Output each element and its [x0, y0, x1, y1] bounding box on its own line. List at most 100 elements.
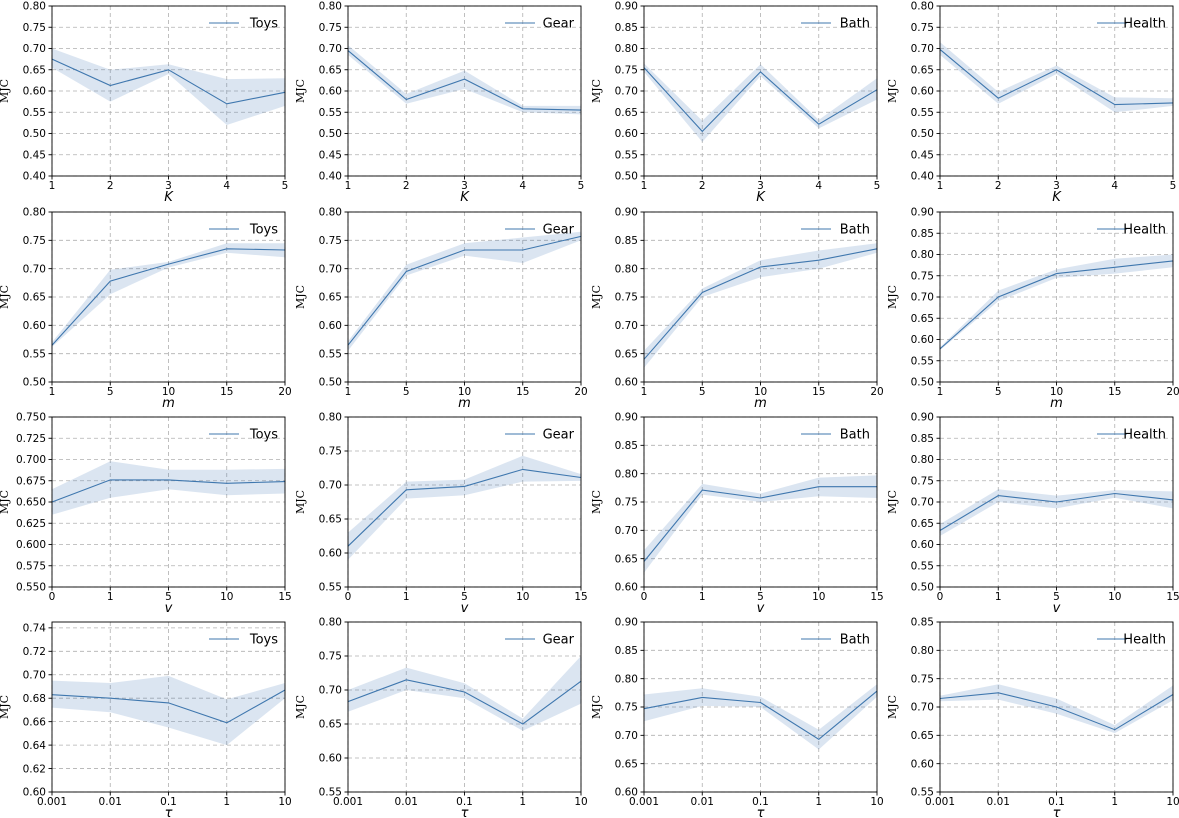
x-axis-label: v — [757, 601, 765, 616]
y-tick-label: 0.70 — [911, 497, 934, 509]
legend-label: Toys — [249, 633, 278, 648]
x-tick-label: 0.1 — [456, 796, 473, 808]
y-tick-label: 0.68 — [23, 693, 46, 705]
y-tick-label: 0.50 — [23, 377, 46, 389]
confidence-band — [348, 231, 581, 351]
y-tick-label: 0.75 — [615, 64, 638, 76]
y-tick-label: 0.65 — [319, 514, 342, 526]
y-tick-label: 0.90 — [615, 412, 638, 424]
y-tick-label: 0.85 — [911, 433, 934, 445]
y-tick-label: 0.75 — [615, 292, 638, 304]
subplot-bath-m: 1 5 10 15 200.600.650.700.750.800.850.90mMJC… — [590, 207, 884, 411]
y-axis-label: MJC — [0, 490, 11, 514]
series-line — [51, 58, 286, 105]
y-axis-label: MJC — [294, 285, 307, 309]
y-tick-label: 0.60 — [23, 86, 46, 98]
y-tick-label: 0.65 — [911, 313, 934, 325]
x-tick-label: 2 — [699, 180, 706, 192]
x-tick-label: 0 — [49, 591, 56, 603]
y-tick-label: 0.60 — [911, 334, 934, 346]
x-tick-label: 0.1 — [160, 796, 177, 808]
confidence-band — [52, 675, 285, 746]
y-tick-label: 0.55 — [911, 355, 934, 367]
subplot-toys-v: 0 1 5 10 150.5500.5750.6000.6250.6500.6750.7… — [0, 412, 292, 616]
x-tick-label: 0.1 — [1048, 796, 1065, 808]
y-tick-label: 0.60 — [319, 548, 342, 560]
y-tick-label: 0.50 — [615, 171, 638, 183]
x-tick-label: 10 — [220, 591, 233, 603]
y-axis-label: MJC — [590, 695, 603, 719]
x-axis-label: K — [460, 190, 470, 205]
y-tick-label: 0.70 — [319, 43, 342, 55]
y-tick-label: 0.675 — [16, 475, 46, 487]
y-tick-label: 0.70 — [23, 43, 46, 55]
series-line — [347, 468, 582, 547]
x-tick-label: 5 — [107, 386, 114, 398]
x-tick-label: 3 — [1053, 180, 1060, 192]
legend-label: Health — [1123, 633, 1166, 648]
y-tick-label: 0.65 — [911, 64, 934, 76]
y-tick-label: 0.650 — [16, 497, 46, 509]
confidence-band — [940, 42, 1173, 113]
y-tick-label: 0.50 — [911, 128, 934, 140]
subplot-bath-τ: 0.001 0.01 0.1 1 10 0.60 0.65 0.70 0.75 0.80 0.85 0… — [590, 617, 884, 818]
y-tick-label: 0.75 — [911, 673, 934, 685]
series-line — [939, 492, 1174, 531]
series-line — [643, 67, 878, 133]
x-tick-label: 1 — [641, 180, 648, 192]
y-tick-label: 0.65 — [615, 348, 638, 360]
x-axis-label: v — [1053, 601, 1061, 616]
y-tick-label: 0.70 — [23, 263, 46, 275]
x-tick-label: 10 — [812, 591, 825, 603]
x-tick-label: 1 — [49, 180, 56, 192]
x-tick-label: 0.1 — [752, 796, 769, 808]
x-tick-label: 1 — [937, 180, 944, 192]
y-tick-label: 0.600 — [16, 539, 46, 551]
y-tick-label: 0.65 — [615, 758, 638, 770]
x-tick-label: 5 — [995, 386, 1002, 398]
legend-label: Toys — [249, 17, 278, 32]
y-tick-label: 0.80 — [319, 617, 342, 629]
y-tick-label: 0.60 — [319, 320, 342, 332]
x-tick-label: 20 — [1166, 386, 1179, 398]
y-tick-label: 0.65 — [319, 719, 342, 731]
y-axis-label: MJC — [294, 79, 307, 103]
x-tick-label: 4 — [1111, 180, 1118, 192]
y-tick-label: 0.80 — [615, 43, 638, 55]
y-axis-label: MJC — [590, 285, 603, 309]
x-tick-label: 10 — [870, 796, 883, 808]
y-tick-label: 0.85 — [615, 22, 638, 34]
legend-label: Bath — [840, 223, 870, 238]
legend-label: Gear — [543, 223, 575, 238]
subplot-gear-m: 1 5 10 15 200.500.550.600.650.700.750.80mMJC… — [294, 207, 588, 411]
legend-label: Bath — [840, 633, 870, 648]
x-tick-label: 0.01 — [691, 796, 714, 808]
x-tick-label: 15 — [220, 386, 233, 398]
x-tick-label: 5 — [282, 180, 289, 192]
x-tick-label: 10 — [162, 386, 175, 398]
legend-label: Toys — [249, 428, 278, 443]
confidence-band — [52, 48, 285, 125]
series-line — [51, 479, 286, 503]
y-tick-label: 0.50 — [319, 377, 342, 389]
y-tick-label: 0.60 — [911, 86, 934, 98]
y-tick-label: 0.55 — [911, 107, 934, 119]
y-tick-label: 0.40 — [911, 171, 934, 183]
y-tick-label: 0.75 — [319, 235, 342, 247]
y-tick-label: 0.80 — [319, 412, 342, 424]
subplot-gear-τ: 0.001 0.01 0.1 1 10 0.55 0.60 0.65 0.70 0.75 0.80 τ… — [294, 617, 588, 818]
y-tick-label: 0.40 — [319, 171, 342, 183]
y-tick-label: 0.85 — [615, 235, 638, 247]
y-tick-label: 0.50 — [23, 128, 46, 140]
y-tick-label: 0.90 — [615, 617, 638, 629]
y-tick-label: 0.85 — [911, 228, 934, 240]
subplot-toys-τ: 0.001 0.01 0.1 1 10 0.60 0.62 0.64 0.66 0.68 0.70 0… — [0, 621, 292, 818]
x-tick-label: 15 — [870, 591, 883, 603]
y-tick-label: 0.625 — [16, 518, 46, 530]
x-tick-label: 5 — [699, 386, 706, 398]
x-tick-label: 5 — [874, 180, 881, 192]
y-tick-label: 0.75 — [615, 702, 638, 714]
x-tick-label: 0 — [641, 591, 648, 603]
